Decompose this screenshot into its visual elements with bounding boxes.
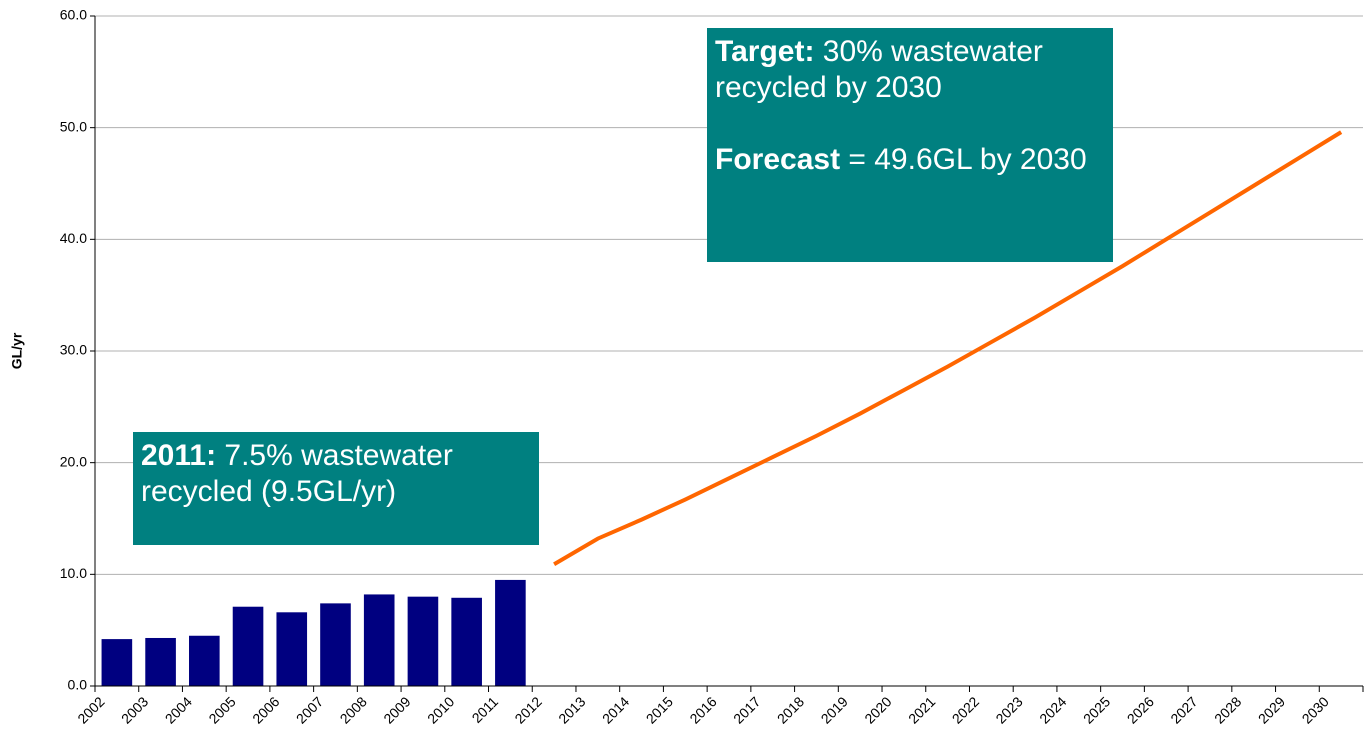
- x-tick-label: 2025: [1080, 693, 1113, 726]
- x-tick-label: 2026: [1124, 693, 1157, 726]
- x-tick-label: 2014: [599, 693, 632, 726]
- x-tick-label: 2029: [1255, 693, 1288, 726]
- y-tick-label: 50.0: [60, 118, 87, 134]
- x-tick-label: 2004: [162, 693, 195, 726]
- x-tick-label: 2010: [424, 693, 457, 726]
- annotation-text: 7.5% wastewater recycled (9.5GL/yr): [141, 439, 462, 508]
- bar: [189, 635, 220, 686]
- x-tick-label: 2002: [74, 693, 107, 726]
- x-tick-label: 2021: [905, 693, 938, 726]
- bar: [320, 603, 351, 686]
- x-tick-label: 2017: [730, 693, 763, 726]
- y-tick-label: 60.0: [60, 7, 87, 23]
- annotation-box: 2011: 7.5% wastewater recycled (9.5GL/yr…: [133, 432, 539, 545]
- x-tick-label: 2006: [249, 693, 282, 726]
- bar: [276, 612, 308, 686]
- bar: [145, 637, 176, 686]
- annotation-paragraph: Forecast = 49.6GL by 2030: [715, 142, 1105, 178]
- bar: [363, 594, 395, 686]
- x-tick-label: 2008: [337, 693, 370, 726]
- annotation-box: Target: 30% wastewater recycled by 2030 F…: [707, 28, 1113, 262]
- x-tick-label: 2009: [380, 693, 413, 726]
- annotation-bold: Forecast: [715, 143, 841, 176]
- annotation-paragraph: Target: 30% wastewater recycled by 2030: [715, 34, 1105, 106]
- y-tick-label: 20.0: [60, 453, 87, 469]
- x-tick-label: 2011: [469, 693, 502, 726]
- x-tick-label: 2018: [774, 693, 807, 726]
- x-tick-label: 2019: [818, 693, 851, 726]
- x-tick-label: 2005: [205, 693, 238, 726]
- bar: [232, 606, 264, 686]
- annotation-text: 30% wastewater recycled by 2030: [715, 35, 1052, 104]
- annotation-paragraph: 2011: 7.5% wastewater recycled (9.5GL/yr…: [141, 438, 531, 510]
- x-tick-label: 2020: [861, 693, 894, 726]
- x-tick-label: 2007: [293, 693, 326, 726]
- x-tick-label: 2030: [1299, 693, 1332, 726]
- bar: [451, 597, 482, 686]
- line: [553, 130, 1343, 567]
- x-tick-label: 2023: [992, 693, 1025, 726]
- x-tick-label: 2003: [118, 693, 151, 726]
- x-tick-label: 2027: [1167, 693, 1200, 726]
- x-tick-label: 2015: [643, 693, 676, 726]
- y-tick-label: 30.0: [60, 342, 87, 358]
- bar: [407, 596, 439, 686]
- x-tick-label: 2028: [1211, 693, 1244, 726]
- x-tick-label: 2016: [686, 693, 719, 726]
- x-tick-label: 2024: [1036, 693, 1069, 726]
- y-axis-label: GL/yr: [9, 332, 25, 369]
- x-tick-label: 2013: [555, 693, 588, 726]
- bar: [495, 579, 526, 686]
- y-tick-label: 10.0: [60, 565, 87, 581]
- x-tick-label: 2012: [511, 693, 544, 726]
- bar: [101, 639, 133, 686]
- y-tick-label: 0.0: [68, 677, 88, 693]
- annotation-bold: Target:: [715, 35, 815, 68]
- x-tick-label: 2022: [949, 693, 982, 726]
- y-tick-label: 40.0: [60, 230, 87, 246]
- annotation-text: = 49.6GL by 2030: [840, 143, 1087, 176]
- annotation-bold: 2011:: [141, 439, 217, 472]
